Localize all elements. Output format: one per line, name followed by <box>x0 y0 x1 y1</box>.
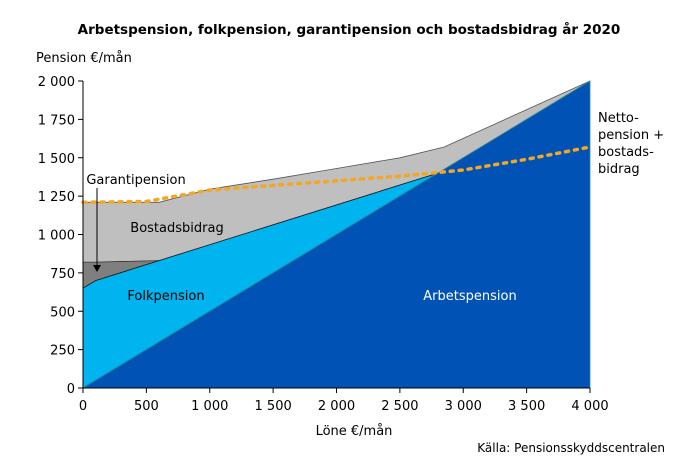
y-tick-label: 500 <box>50 305 75 320</box>
y-tick-label: 750 <box>50 267 75 282</box>
y-axis-label: Pension €/mån <box>36 51 132 66</box>
x-tick-label: 500 <box>134 399 159 414</box>
line-netto <box>81 145 592 205</box>
y-tick-label: 1 500 <box>38 152 75 167</box>
x-tick-label: 1 000 <box>191 399 228 414</box>
label-folkpension: Folkpension <box>127 289 204 304</box>
x-tick-label: 3 500 <box>508 399 545 414</box>
label-netto-1: Netto- <box>598 111 639 126</box>
x-axis-label: Löne €/mån <box>316 424 393 439</box>
y-tick-label: 250 <box>50 344 75 359</box>
garantipension-arrow-head <box>93 265 101 272</box>
x-axis-ticks: 0 500 1 000 1 500 2 000 2 500 3 000 3 500 4 000 <box>79 388 609 414</box>
y-tick-label: 1 250 <box>38 190 75 205</box>
x-tick-label: 0 <box>79 399 87 414</box>
y-tick-label: 1 000 <box>38 229 75 244</box>
x-tick-label: 1 500 <box>255 399 292 414</box>
x-tick-label: 4 000 <box>571 399 608 414</box>
label-netto-4: bidrag <box>598 162 640 177</box>
x-tick-label: 2 500 <box>381 399 418 414</box>
source-note: Källa: Pensionsskyddscentralen <box>477 441 665 455</box>
y-tick-label: 1 750 <box>38 113 75 128</box>
y-tick-label: 0 <box>67 382 75 397</box>
plot-areas <box>81 80 592 389</box>
y-axis-ticks: 0 250 500 750 1 000 1 250 1 500 1 750 2 000 <box>38 75 83 397</box>
x-tick-label: 3 000 <box>445 399 482 414</box>
chart-title: Arbetspension, folkpension, garantipensi… <box>78 21 621 38</box>
label-arbetspension: Arbetspension <box>423 289 516 304</box>
x-tick-label: 2 000 <box>318 399 355 414</box>
label-garantipension: Garantipension <box>86 173 185 188</box>
y-tick-label: 2 000 <box>38 75 75 90</box>
label-bostadsbidrag: Bostadsbidrag <box>130 221 223 236</box>
label-netto-2: pension + <box>598 128 664 143</box>
label-netto-3: bostads- <box>598 145 654 160</box>
